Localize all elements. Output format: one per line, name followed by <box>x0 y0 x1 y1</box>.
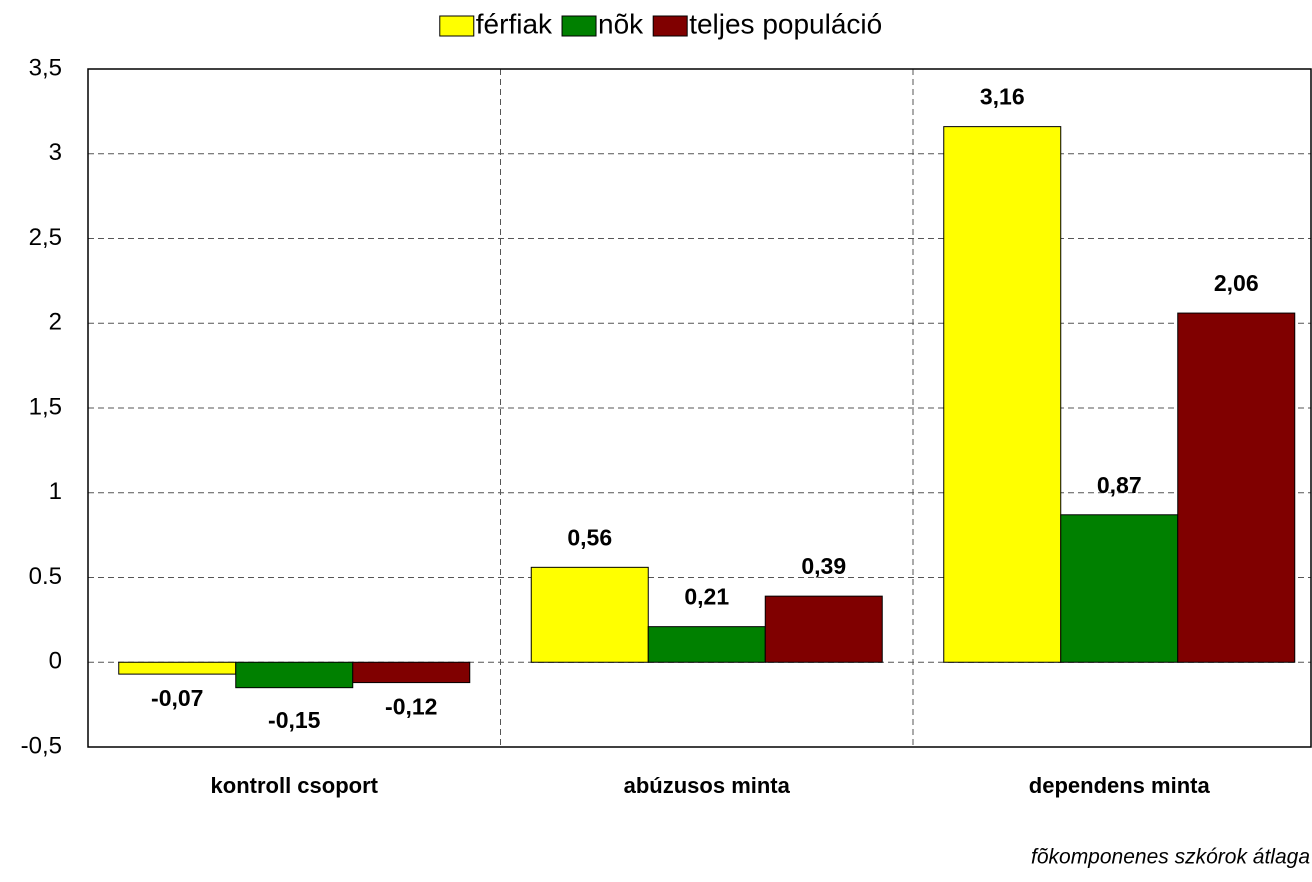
plot-frame <box>87 68 1312 748</box>
bar <box>235 661 354 689</box>
data-label: -0,07 <box>151 685 203 711</box>
y-tick-label: 1,5 <box>29 393 62 420</box>
data-label: 0,56 <box>567 524 612 550</box>
legend-label: férfiak <box>476 8 553 39</box>
data-label: -0,12 <box>385 694 437 720</box>
y-tick-label: 2 <box>49 309 62 336</box>
y-tick-label: -0,5 <box>21 732 62 759</box>
y-tick-label: 1 <box>49 478 62 505</box>
bar <box>118 661 237 675</box>
bar <box>647 626 766 663</box>
legend-swatch <box>652 15 688 37</box>
data-label: 0,39 <box>801 553 846 579</box>
legend-swatch <box>439 15 475 37</box>
x-tick-label: abúzusos minta <box>624 773 791 798</box>
y-tick-label: 3,5 <box>29 54 62 81</box>
annotation: fõkomponenes szkórok átlaga <box>1031 846 1310 869</box>
bar <box>530 566 649 663</box>
data-label: 0,21 <box>684 584 729 610</box>
y-tick-label: 3 <box>49 139 62 166</box>
bar <box>1060 514 1179 663</box>
bar <box>1177 312 1296 663</box>
y-tick-label: 0 <box>49 648 62 675</box>
x-tick-label: kontroll csoport <box>211 773 379 798</box>
data-label: 0,87 <box>1097 472 1142 498</box>
legend-swatch <box>561 15 597 37</box>
data-label: 2,06 <box>1214 270 1259 296</box>
bar <box>943 126 1062 663</box>
x-tick-label: dependens minta <box>1029 773 1211 798</box>
y-tick-label: 2,5 <box>29 224 62 251</box>
bar <box>764 595 883 663</box>
legend-label: teljes populáció <box>689 8 882 39</box>
data-label: -0,15 <box>268 707 321 733</box>
bar <box>352 661 471 684</box>
legend-label: nõk <box>598 8 644 39</box>
data-label: 3,16 <box>980 84 1025 110</box>
y-tick-label: 0.5 <box>29 563 62 590</box>
